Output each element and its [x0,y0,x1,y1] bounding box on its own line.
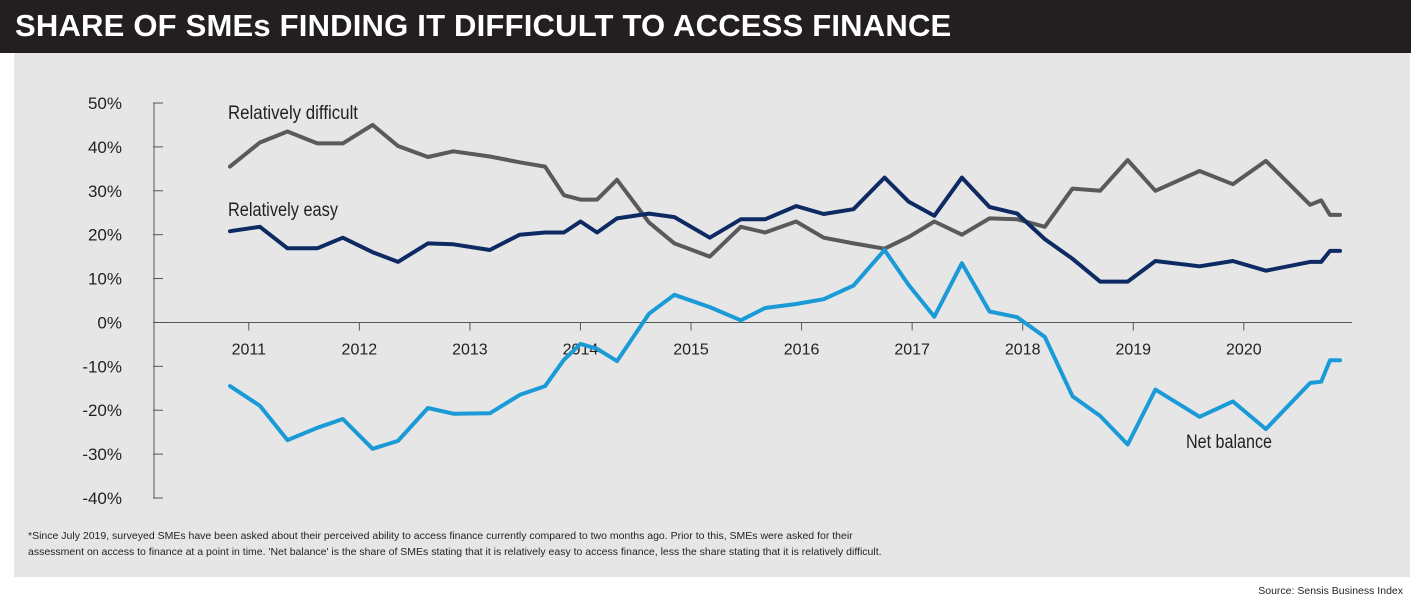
y-tick-label: 0% [97,313,122,332]
x-tick-label: 2012 [342,341,378,358]
y-tick-label: -10% [82,357,122,376]
y-tick-label: 10% [88,270,122,289]
series-line-relatively-easy [228,175,1342,284]
y-tick-label: -20% [82,401,122,420]
x-tick-label: 2020 [1226,341,1262,358]
footnote-line-2: assessment on access to finance at a poi… [28,546,882,558]
title-bar: SHARE OF SMEs FINDING IT DIFFICULT TO AC… [0,0,1411,53]
footnote-line-1: *Since July 2019, surveyed SMEs have bee… [28,530,853,542]
y-tick-label: 50% [88,94,122,113]
x-axis-tick-labels: 2011 2012 2013 2014 2015 2016 2017 2018 2019 2020 [232,341,1262,358]
x-tick-label: 2019 [1115,341,1151,358]
page-title: SHARE OF SMEs FINDING IT DIFFICULT TO AC… [15,8,952,43]
x-tick-label: 2016 [784,341,820,358]
y-tick-label: 30% [88,182,122,201]
footnote: *Since July 2019, surveyed SMEs have bee… [28,528,1228,560]
x-tick-label: 2017 [894,341,930,358]
series-label-relatively-difficult: Relatively difficult [228,103,359,124]
series-labels: Relatively difficult Relatively easy Net b… [228,103,1272,453]
chart-axes [153,102,1352,499]
y-tick-label: -30% [82,445,122,464]
x-tick-label: 2013 [452,341,488,358]
x-tick-label: 2011 [232,341,267,358]
series-label-relatively-easy: Relatively easy [228,200,338,221]
y-tick-label: 40% [88,138,122,157]
series-line-relatively-difficult [228,122,1342,259]
x-tick-label: 2018 [1005,341,1041,358]
chart-panel [14,53,1410,577]
series-label-net-balance: Net balance [1186,432,1272,453]
y-axis-tick-labels: -40% -30% -20% -10% 0% 10% 20% 30% 40% 50% [82,94,122,508]
x-tick-label: 2015 [673,341,709,358]
y-tick-label: 20% [88,226,122,245]
series-lines [228,122,1342,451]
series-line-net-balance [228,248,1342,451]
source-credit: Source: Sensis Business Index [1258,585,1403,597]
y-tick-label: -40% [82,489,122,508]
